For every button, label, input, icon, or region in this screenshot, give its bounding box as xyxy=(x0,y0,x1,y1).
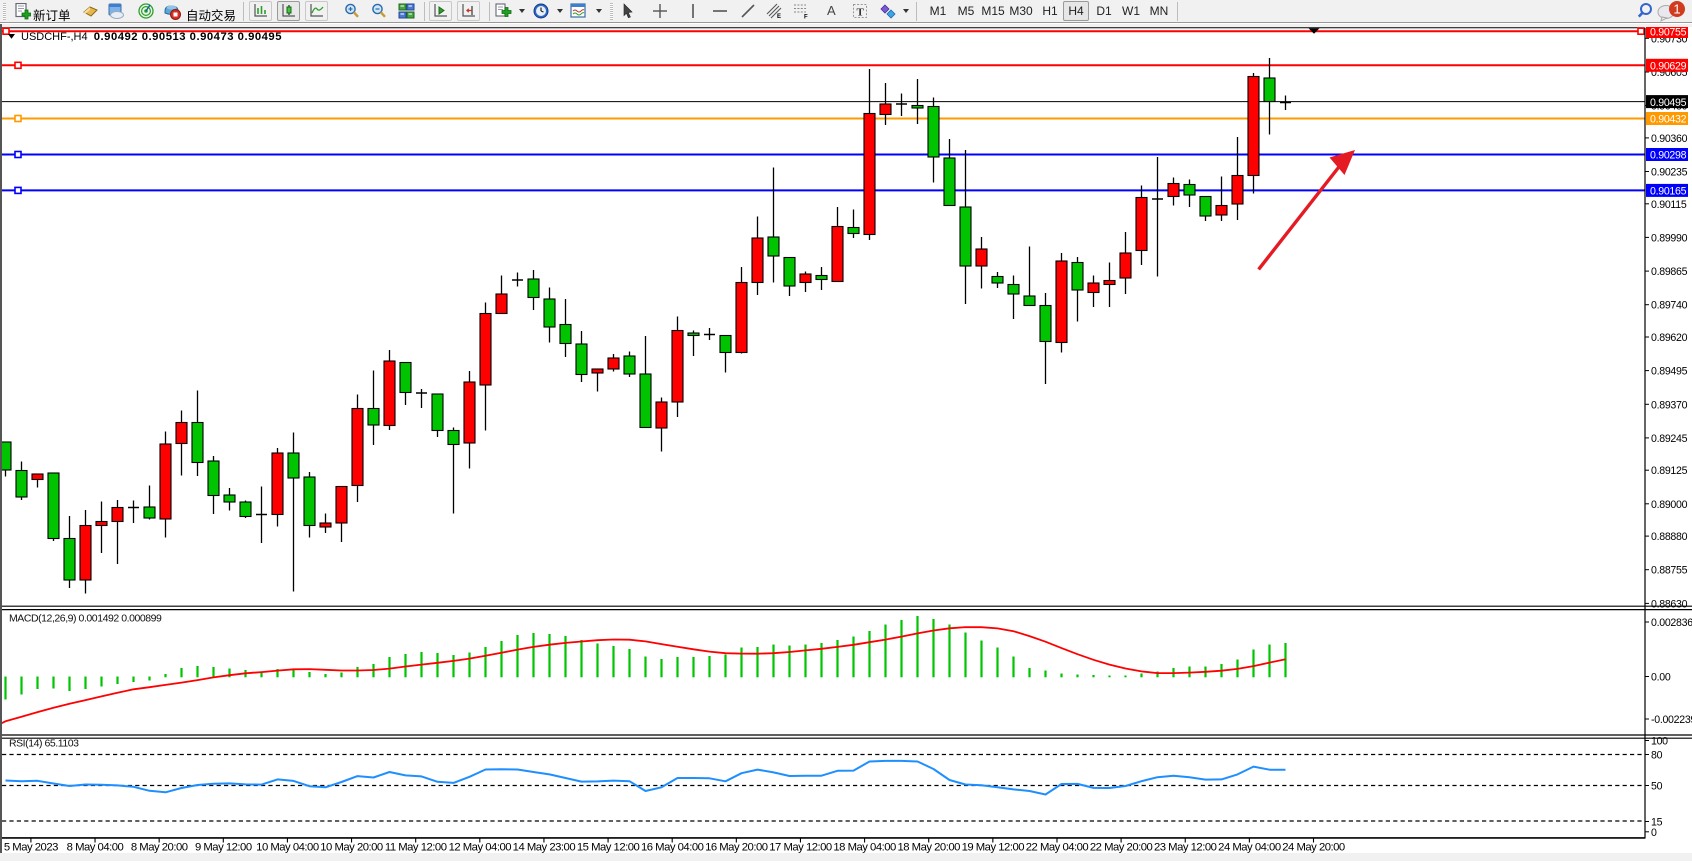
svg-text:0.90165: 0.90165 xyxy=(1650,186,1687,198)
svg-text:0.88755: 0.88755 xyxy=(1651,565,1688,577)
svg-text:10 May 20:00: 10 May 20:00 xyxy=(320,842,383,854)
svg-text:E: E xyxy=(777,14,781,20)
svg-text:16 May 04:00: 16 May 04:00 xyxy=(641,842,704,854)
svg-text:0.89620: 0.89620 xyxy=(1651,332,1688,344)
svg-text:5 May 2023: 5 May 2023 xyxy=(4,842,58,854)
svg-text:18 May 20:00: 18 May 20:00 xyxy=(897,842,960,854)
svg-text:24 May 04:00: 24 May 04:00 xyxy=(1218,842,1281,854)
svg-text:11 May 12:00: 11 May 12:00 xyxy=(385,842,447,854)
svg-text:22 May 04:00: 22 May 04:00 xyxy=(1026,842,1089,854)
svg-text:0.90235: 0.90235 xyxy=(1651,167,1688,179)
svg-text:19 May 12:00: 19 May 12:00 xyxy=(962,842,1025,854)
svg-text:15: 15 xyxy=(1651,817,1663,829)
svg-text:8 May 20:00: 8 May 20:00 xyxy=(131,842,188,854)
svg-text:100: 100 xyxy=(1651,736,1668,748)
svg-text:0.002836: 0.002836 xyxy=(1651,617,1692,629)
svg-text:8 May 04:00: 8 May 04:00 xyxy=(67,842,124,854)
svg-text:9 May 12:00: 9 May 12:00 xyxy=(195,842,252,854)
svg-text:0.89990: 0.89990 xyxy=(1651,232,1688,244)
svg-text:0.90755: 0.90755 xyxy=(1650,27,1687,39)
svg-text:15 May 12:00: 15 May 12:00 xyxy=(577,842,640,854)
svg-text:0.88630: 0.88630 xyxy=(1651,598,1688,610)
svg-text:0.90298: 0.90298 xyxy=(1650,150,1687,162)
svg-text:0: 0 xyxy=(1651,827,1657,839)
svg-text:50: 50 xyxy=(1651,781,1663,793)
svg-text:F: F xyxy=(804,15,808,21)
svg-text:0.89740: 0.89740 xyxy=(1651,300,1688,312)
svg-text:0.89865: 0.89865 xyxy=(1651,266,1688,278)
svg-text:18 May 04:00: 18 May 04:00 xyxy=(833,842,896,854)
svg-text:0.00: 0.00 xyxy=(1651,672,1671,684)
svg-text:10 May 04:00: 10 May 04:00 xyxy=(256,842,319,854)
svg-text:0.89000: 0.89000 xyxy=(1651,499,1688,511)
svg-text:22 May 20:00: 22 May 20:00 xyxy=(1090,842,1153,854)
svg-text:MACD(12,26,9) 0.001492 0.00089: MACD(12,26,9) 0.001492 0.000899 xyxy=(9,613,162,625)
svg-text:1: 1 xyxy=(1673,2,1680,17)
svg-text:80: 80 xyxy=(1651,750,1663,762)
svg-text:0.89370: 0.89370 xyxy=(1651,399,1688,411)
svg-text:23 May 12:00: 23 May 12:00 xyxy=(1154,842,1217,854)
svg-text:24 May 20:00: 24 May 20:00 xyxy=(1282,842,1345,854)
svg-text:0.90495: 0.90495 xyxy=(1650,97,1687,109)
svg-text:17 May 12:00: 17 May 12:00 xyxy=(769,842,832,854)
svg-text:USDCHF-,H4 0.90492 0.90513 0.: USDCHF-,H4 0.90492 0.90513 0.90473 0.904… xyxy=(21,31,282,43)
svg-text:0.90432: 0.90432 xyxy=(1650,114,1687,126)
svg-text:T: T xyxy=(857,7,865,19)
svg-text:12 May 04:00: 12 May 04:00 xyxy=(449,842,512,854)
svg-text:0.89245: 0.89245 xyxy=(1651,433,1688,445)
svg-text:-0.002239: -0.002239 xyxy=(1651,714,1692,726)
svg-text:16 May 20:00: 16 May 20:00 xyxy=(705,842,768,854)
svg-text:0.89495: 0.89495 xyxy=(1651,366,1688,378)
svg-text:RSI(14) 65.1103: RSI(14) 65.1103 xyxy=(9,738,79,750)
svg-text:14 May 23:00: 14 May 23:00 xyxy=(513,842,576,854)
svg-text:0.89125: 0.89125 xyxy=(1651,465,1688,477)
svg-text:0.90629: 0.90629 xyxy=(1650,61,1687,73)
svg-text:0.90360: 0.90360 xyxy=(1651,133,1688,145)
svg-text:0.88880: 0.88880 xyxy=(1651,531,1688,543)
svg-text:0.90115: 0.90115 xyxy=(1651,199,1687,211)
